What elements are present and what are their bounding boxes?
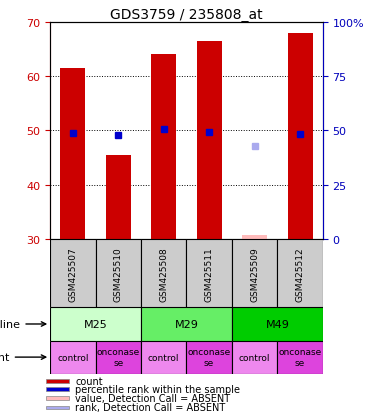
Bar [141, 308, 232, 341]
Bar [46, 396, 69, 400]
Text: M25: M25 [83, 319, 108, 329]
Bar [187, 240, 232, 308]
Text: onconase
se: onconase se [278, 348, 322, 367]
Bar [288, 33, 312, 240]
Bar [96, 240, 141, 308]
Text: control: control [57, 353, 89, 362]
Bar [50, 240, 96, 308]
Text: control: control [239, 353, 270, 362]
Bar [141, 240, 187, 308]
Bar [187, 341, 232, 374]
Text: GSM425507: GSM425507 [68, 246, 77, 301]
Bar [60, 69, 85, 240]
Text: M29: M29 [174, 319, 198, 329]
Text: percentile rank within the sample: percentile rank within the sample [76, 385, 240, 394]
Text: M49: M49 [265, 319, 289, 329]
Bar [232, 308, 323, 341]
Text: GSM425510: GSM425510 [114, 246, 123, 301]
Bar [197, 42, 221, 240]
Bar [232, 240, 278, 308]
Text: control: control [148, 353, 180, 362]
Bar [151, 55, 176, 240]
Text: onconase
se: onconase se [96, 348, 140, 367]
Bar [232, 341, 278, 374]
Text: cell line: cell line [0, 319, 46, 329]
Text: GSM425509: GSM425509 [250, 246, 259, 301]
Title: GDS3759 / 235808_at: GDS3759 / 235808_at [110, 8, 263, 22]
Text: agent: agent [0, 352, 46, 362]
Text: count: count [76, 376, 103, 386]
Bar [50, 341, 96, 374]
Bar [141, 341, 186, 374]
Bar [242, 235, 267, 240]
Bar [46, 379, 69, 383]
Bar [96, 341, 141, 374]
Text: onconase
se: onconase se [187, 348, 231, 367]
Bar [46, 406, 69, 409]
Bar [278, 341, 323, 374]
Text: GSM425511: GSM425511 [205, 246, 214, 301]
Text: rank, Detection Call = ABSENT: rank, Detection Call = ABSENT [76, 403, 226, 413]
Text: value, Detection Call = ABSENT: value, Detection Call = ABSENT [76, 393, 231, 403]
Text: GSM425508: GSM425508 [159, 246, 168, 301]
Text: GSM425512: GSM425512 [296, 247, 305, 301]
Bar [278, 240, 323, 308]
Bar [106, 156, 131, 240]
Bar [50, 308, 141, 341]
Bar [46, 387, 69, 392]
